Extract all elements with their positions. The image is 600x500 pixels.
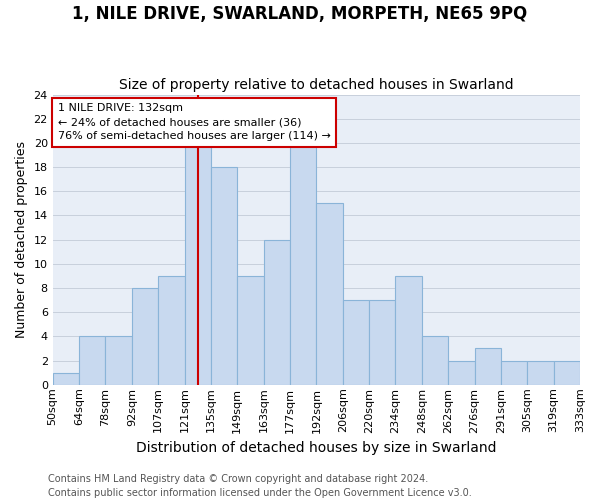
Text: 1 NILE DRIVE: 132sqm
← 24% of detached houses are smaller (36)
76% of semi-detac: 1 NILE DRIVE: 132sqm ← 24% of detached h…	[58, 104, 331, 142]
Bar	[475, 348, 501, 385]
Bar	[369, 300, 395, 385]
Bar	[185, 143, 211, 385]
Bar	[79, 336, 106, 385]
Bar	[132, 288, 158, 385]
Bar	[422, 336, 448, 385]
Bar	[106, 336, 132, 385]
Bar	[554, 360, 580, 385]
Bar	[343, 300, 369, 385]
Bar	[448, 360, 475, 385]
Text: 1, NILE DRIVE, SWARLAND, MORPETH, NE65 9PQ: 1, NILE DRIVE, SWARLAND, MORPETH, NE65 9…	[73, 5, 527, 23]
Bar	[211, 167, 237, 385]
Bar	[53, 372, 79, 385]
Bar	[263, 240, 290, 385]
Text: Contains HM Land Registry data © Crown copyright and database right 2024.
Contai: Contains HM Land Registry data © Crown c…	[48, 474, 472, 498]
Bar	[158, 276, 185, 385]
X-axis label: Distribution of detached houses by size in Swarland: Distribution of detached houses by size …	[136, 441, 497, 455]
Bar	[316, 204, 343, 385]
Bar	[395, 276, 422, 385]
Title: Size of property relative to detached houses in Swarland: Size of property relative to detached ho…	[119, 78, 514, 92]
Bar	[237, 276, 263, 385]
Bar	[527, 360, 554, 385]
Bar	[501, 360, 527, 385]
Y-axis label: Number of detached properties: Number of detached properties	[15, 141, 28, 338]
Bar	[290, 143, 316, 385]
